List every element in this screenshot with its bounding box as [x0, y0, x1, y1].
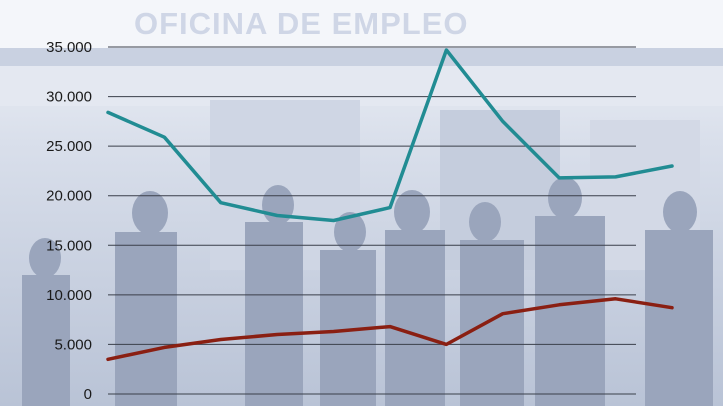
y-tick-label-15000: 15.000	[46, 237, 92, 254]
y-tick-label-25000: 25.000	[46, 138, 92, 155]
y-tick-label-30000: 30.000	[46, 89, 92, 106]
y-axis-tick-labels: 0 5.000 10.000 15.000 20.000 25.000 30.000 35.0…	[46, 39, 92, 403]
y-tick-label-5000: 5.000	[54, 336, 92, 353]
gridlines	[108, 46, 636, 395]
y-tick-label-20000: 20.000	[46, 188, 92, 205]
series-line-2	[106, 297, 674, 362]
y-tick-label-35000: 35.000	[46, 39, 92, 56]
y-tick-label-10000: 10.000	[46, 287, 92, 304]
background-sign-text: OFICINA DE EMPLEO	[134, 6, 468, 41]
series-line-1	[106, 48, 674, 223]
y-tick-label-0: 0	[84, 386, 92, 403]
data-series	[106, 48, 674, 362]
